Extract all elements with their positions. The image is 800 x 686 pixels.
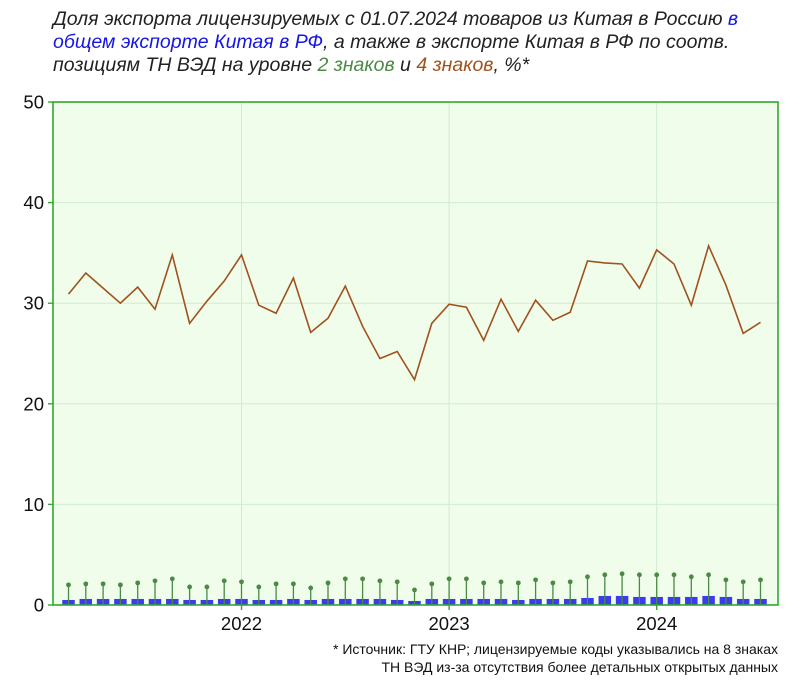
y-tick-label: 30 [23,293,44,314]
hs2-point [291,581,296,587]
hs2-point [152,578,158,584]
hs2-point [429,581,435,587]
hs2-point [360,576,365,582]
title-text-3: и [394,54,417,76]
hs2-point [464,576,469,582]
hs2-point [654,572,660,578]
y-axis: 0 10 20 30 40 50 [23,92,53,616]
hs2-point [706,572,711,578]
hs2-point [204,584,210,590]
y-tick-label: 50 [23,92,44,113]
hs2-point [239,579,244,585]
hs2-point [187,584,193,590]
hs2-point [758,577,763,583]
hs2-point [394,579,400,585]
footnote-line-1: * Источник: ГТУ КНР; лицензируемые коды … [332,641,778,657]
hs2-point [412,587,417,593]
source-footnote: * Источник: ГТУ КНР; лицензируемые коды … [333,640,778,676]
hs2-point [308,585,314,591]
hs2-point [325,580,331,586]
y-tick-label: 20 [23,393,44,414]
hs2-point [221,578,227,584]
hs2-point [533,577,538,583]
hs2-point [498,579,504,585]
hs2-point [740,579,746,585]
hs2-point [550,580,556,586]
title-total-series-label: в общем экспорте Китая в РФ [53,8,739,53]
title-text: Доля экспорта лицензируемых с 01.07.2024… [53,8,728,30]
title-hs4-series-label: 4 знаков [416,54,494,76]
hs2-point [273,581,279,587]
hs2-point [567,579,573,585]
hs2-point [619,571,625,577]
hs2-point [446,576,452,582]
grid-lines [53,102,778,605]
title-hs2-series-label: 2 знаков [317,54,395,76]
plot-frame [52,101,779,606]
x-tick-label: 2022 [221,613,262,634]
hs2-point [637,572,642,578]
hs2-point [66,582,71,588]
y-tick-label: 0 [34,595,44,616]
hs2-point [377,578,383,584]
hs2-point [135,580,141,586]
title-text-4: , %* [493,54,530,76]
hs2-point [256,584,262,590]
chart-title: Доля экспорта лицензируемых с 01.07.2024… [53,8,788,77]
hs2-point [342,576,348,582]
hs4-line [67,243,761,382]
title-text-2: , а также в экспорте Китая в РФ по соотв… [53,31,730,76]
hs2-point [515,580,521,586]
hs2-point [169,576,175,582]
hs2-point [602,572,608,578]
hs2-point [118,582,123,588]
y-tick-label: 10 [23,494,44,515]
x-tick-label: 2024 [636,613,677,634]
plot-area [53,102,778,605]
hs2-stem-series [66,571,763,605]
hs2-point [723,577,729,583]
footnote-line-2: ТН ВЭД из-за отсутствия более детальных … [381,659,779,675]
hs2-point [671,572,677,578]
hs2-point [688,574,694,580]
hs2-point [100,581,106,587]
x-axis: 2022 2023 2024 [221,605,677,634]
hs2-point [481,580,487,586]
x-tick-label: 2023 [429,613,470,634]
y-tick-label: 40 [23,192,44,213]
hs2-point [83,581,89,587]
hs2-point [585,574,590,580]
